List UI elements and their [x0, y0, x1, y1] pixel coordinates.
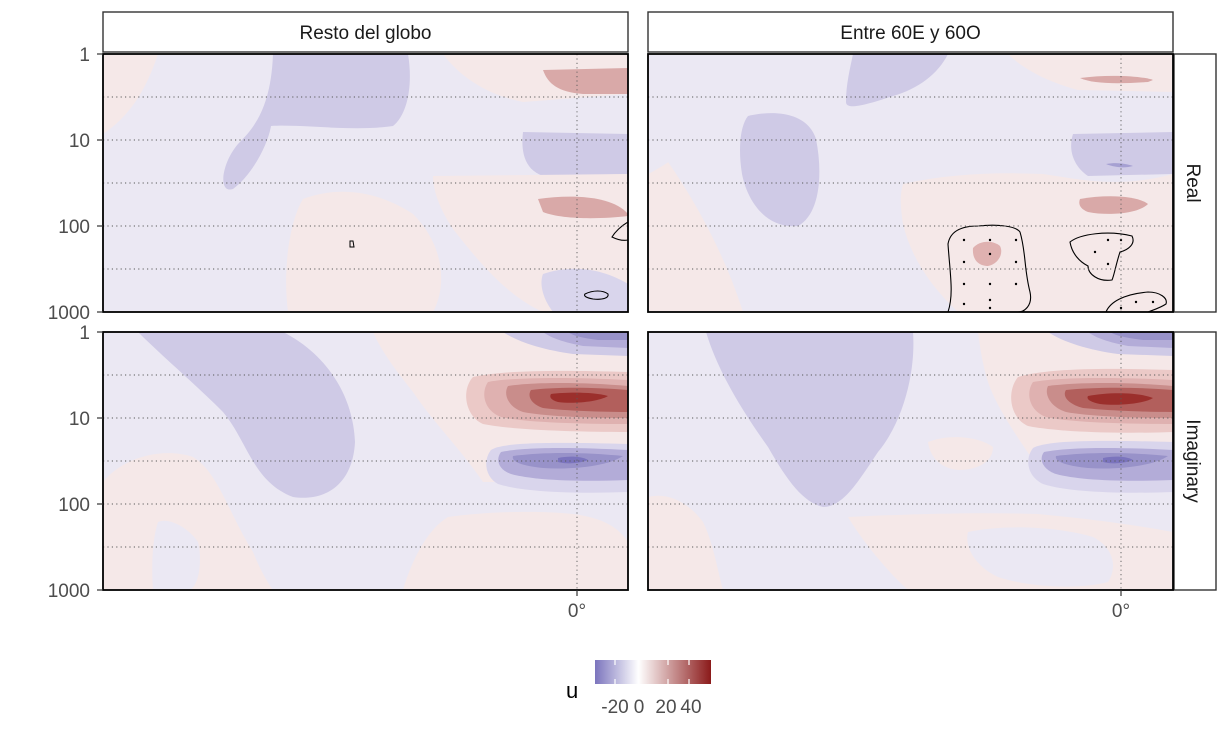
legend-label: 40	[680, 697, 701, 718]
y-tick-label: 100	[58, 217, 90, 238]
strip-label-row-0: Real	[1182, 163, 1203, 202]
y-tick-label: 1000	[48, 303, 90, 324]
contour-fill-pos	[972, 241, 1002, 266]
contour-fill-neg	[1110, 332, 1173, 340]
strip-label-column-0: Resto del globo	[299, 23, 431, 44]
legend-colorbar	[595, 660, 711, 684]
y-tick-label: 1	[79, 45, 90, 66]
contour-fill-neg	[152, 520, 200, 590]
y-axis-row-0: 1 10 100 1000	[48, 45, 103, 324]
contour-fill-pos	[648, 495, 723, 590]
contour-fill-pos	[538, 196, 628, 219]
strip-label-column-1: Entre 60E y 60O	[840, 23, 980, 44]
contour-fill-pos	[103, 54, 158, 134]
y-tick-label: 1000	[48, 581, 90, 602]
contour-fill-pos	[1080, 75, 1153, 84]
legend-title: u	[566, 678, 578, 703]
contour-fill-neg	[558, 456, 588, 464]
significance-contour	[947, 224, 1032, 312]
legend-label: 0	[634, 697, 645, 718]
contour-fill-neg	[568, 332, 628, 340]
panel-resto-imag	[102, 331, 629, 591]
contour-fill-neg	[740, 113, 820, 227]
panel-entre-real	[647, 53, 1174, 313]
contour-fill-pos	[1079, 196, 1148, 214]
contour-fill-pos	[103, 453, 273, 590]
panel-resto-real	[102, 53, 629, 313]
y-tick-label: 10	[69, 131, 90, 152]
y-tick-label: 1	[79, 323, 90, 344]
x-tick-label: 0°	[1112, 601, 1130, 622]
y-tick-label: 100	[58, 495, 90, 516]
contour-fill-neg	[1071, 132, 1173, 176]
contour-fill-neg	[138, 332, 355, 498]
strip-row-1: Imaginary	[1173, 331, 1217, 591]
legend: u -20 0 20 40	[566, 660, 711, 718]
strip-label-row-1: Imaginary	[1182, 419, 1203, 503]
legend-label: -20	[601, 697, 628, 718]
significance-contour	[611, 221, 628, 241]
contour-fill-pos	[648, 134, 743, 312]
y-axis-row-1: 1 10 100 1000	[48, 323, 103, 602]
contour-fill-neg	[541, 268, 628, 312]
strip-column-1: Entre 60E y 60O	[647, 11, 1174, 53]
legend-label: 20	[655, 697, 676, 718]
contour-fill-neg	[967, 527, 1113, 587]
contour-fill-neg	[846, 54, 948, 107]
contour-fill-neg	[522, 132, 628, 176]
contour-fill-pos	[403, 511, 628, 590]
strip-column-0: Resto del globo	[102, 11, 629, 53]
significance-contour	[583, 290, 609, 300]
contour-fill-neg	[1106, 163, 1133, 168]
contour-fill-neg	[1103, 456, 1133, 464]
x-axis: 0° 0°	[568, 590, 1130, 622]
panel-entre-imag	[647, 331, 1174, 591]
contour-fill-pos	[928, 437, 993, 470]
contour-fill-pos	[550, 392, 608, 403]
significance-contour	[1069, 232, 1134, 281]
contour-fill-neg	[223, 54, 410, 190]
y-tick-label: 10	[69, 409, 90, 430]
significance-contour	[1105, 291, 1167, 312]
significance-stipple	[962, 238, 1155, 310]
strip-row-0: Real	[1173, 53, 1217, 313]
significance-contour	[349, 240, 355, 248]
contour-fill-pos	[543, 68, 628, 94]
contour-fill-pos	[1087, 393, 1153, 405]
x-tick-label: 0°	[568, 601, 586, 622]
contour-fill-neg	[706, 332, 914, 507]
contour-fill-neg	[648, 54, 698, 174]
contour-fill-pos	[286, 191, 442, 312]
